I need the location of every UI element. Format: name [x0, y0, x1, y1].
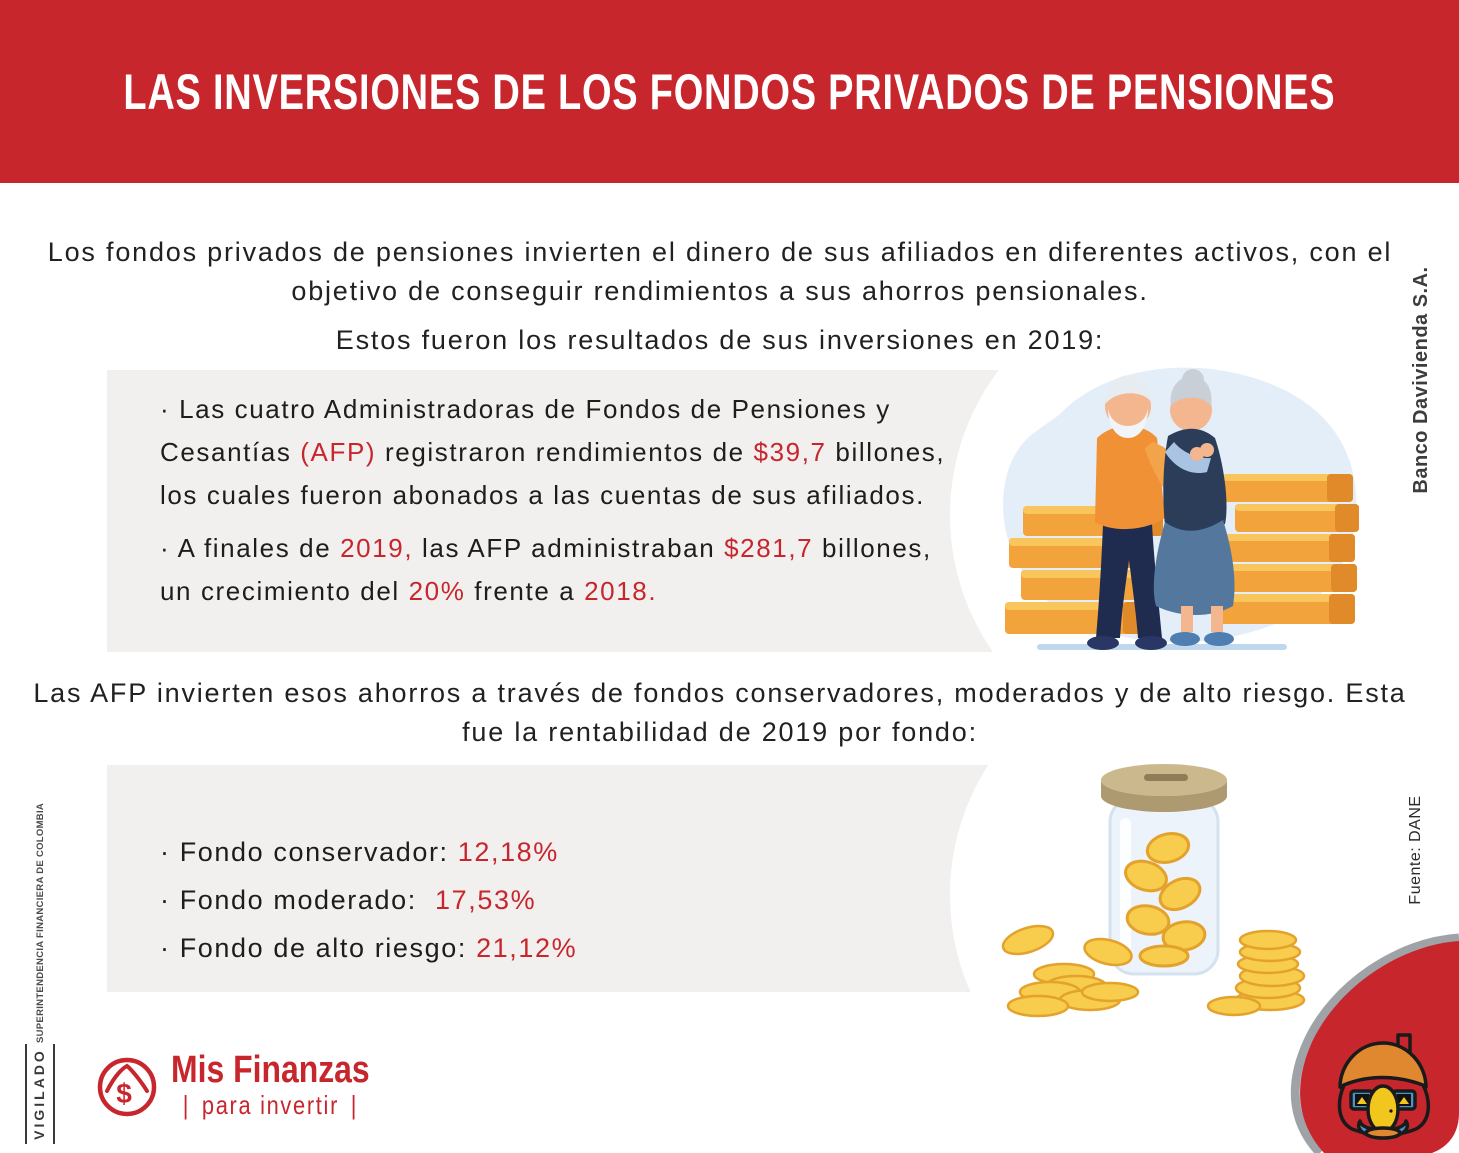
mis-finanzas-logo: $ Mis Finanzas | para invertir | [95, 1049, 408, 1121]
couple-savings-illustration [1003, 367, 1359, 650]
intro-paragraph: Los fondos privados de pensiones inviert… [47, 237, 1393, 306]
elderly-man [1087, 375, 1197, 650]
dollar-house-icon: $ [97, 1057, 157, 1116]
coin-pile-left [1001, 924, 1140, 1018]
fund-value: 17,53% [435, 885, 537, 915]
fund-value: 21,12% [476, 933, 578, 963]
svg-text:$: $ [116, 1078, 132, 1109]
intro-subline: Estos fueron los resultados de sus inver… [335, 325, 1105, 355]
corner-blob-border [1290, 933, 1459, 1153]
brand-tagline: | para invertir | [182, 1090, 359, 1120]
brand-words: Mis Finanzas | para invertir | [171, 1049, 370, 1121]
funds-box [107, 765, 1005, 992]
brand-name: Mis Finanzas [171, 1049, 370, 1091]
fund-row: · Fondo moderado: 17,53% [160, 885, 537, 915]
elderly-woman [1153, 369, 1235, 646]
source-label: Fuente: DANE [1407, 795, 1424, 905]
coin-stack-jar-right [1206, 929, 1306, 1017]
fund-value: 12,18% [457, 837, 559, 867]
falling-coins [1124, 831, 1207, 968]
vigilado-label: VIGILADO [25, 1044, 55, 1144]
funds-list: · Fondo conservador: 12,18% · Fondo mode… [160, 828, 960, 972]
results-box [107, 370, 1005, 652]
intro-block: Los fondos privados de pensiones inviert… [10, 233, 1430, 360]
coin-jar-illustration [1001, 764, 1306, 1018]
superintendencia-label: SUPERINTENDENCIA FINANCIERA DE COLOMBIA [35, 802, 46, 1043]
fund-row: · Fondo de alto riesgo: 21,12% [160, 933, 578, 963]
results-bullet-2: · A finales de 2019, las AFP administrab… [160, 533, 932, 606]
page-title: LAS INVERSIONES DE LOS FONDOS PRIVADOS D… [123, 63, 1336, 120]
coin-stack-right [1217, 474, 1359, 624]
house-mascot-icon [1337, 1033, 1431, 1140]
header-banner: LAS INVERSIONES DE LOS FONDOS PRIVADOS D… [0, 0, 1459, 183]
corner-blob [1290, 933, 1459, 1153]
results-text: · Las cuatro Administradoras de Fondos d… [160, 388, 960, 623]
results-bullet-1: · Las cuatro Administradoras de Fondos d… [160, 394, 946, 510]
fund-row: · Fondo conservador: 12,18% [160, 837, 559, 867]
credit-banco-davivienda: Banco Davivienda S.A. [1410, 266, 1432, 494]
mid-paragraph: Las AFP invierten esos ahorros a través … [33, 678, 1407, 747]
